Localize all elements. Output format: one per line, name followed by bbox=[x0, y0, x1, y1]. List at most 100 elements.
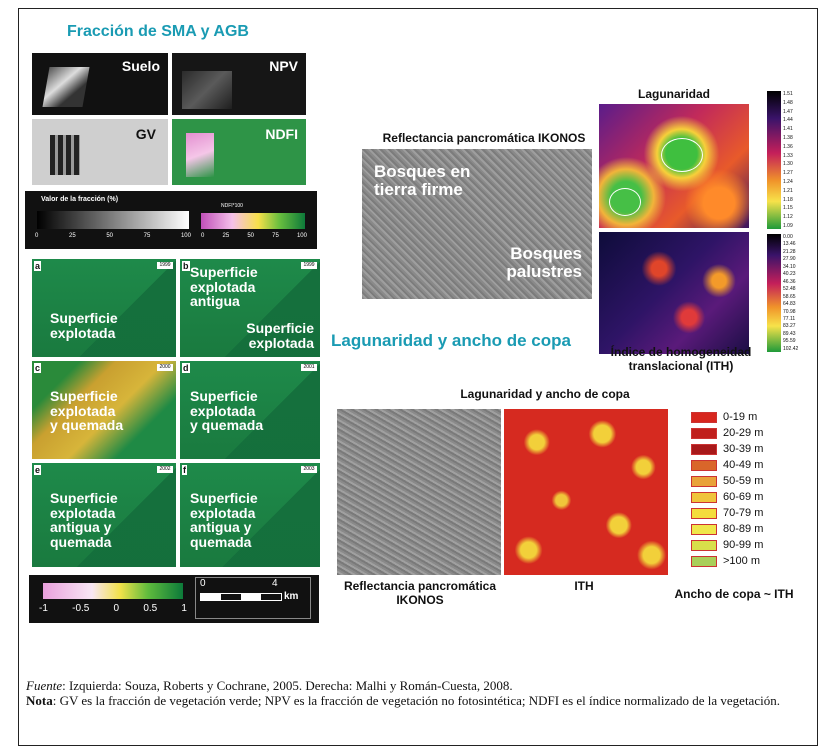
colorbar-tick: 83.27 bbox=[783, 323, 796, 330]
colorbar-tick: 1.47 bbox=[783, 108, 793, 115]
colorbar-tick: 77.11 bbox=[783, 315, 796, 322]
panel-a-label: Superficie explotada bbox=[50, 310, 118, 341]
ith-colorbar-ticks: 0.00 13.46 21.28 27.90 34.10 40.23 46.36 52.48 5… bbox=[783, 234, 813, 352]
panel-e: e 2002 Superficie explotada antigua y quema… bbox=[32, 463, 176, 567]
legend-label: 50-59 m bbox=[723, 475, 764, 487]
ndfi-legend-title: NDFI*100 bbox=[221, 203, 243, 209]
colorbar-tick: 70.98 bbox=[783, 308, 796, 315]
legend-label: 30-39 m bbox=[723, 443, 764, 455]
panel-c: c 2000 Superficie explotada y quemada bbox=[32, 361, 176, 459]
legend-label: 70-79 m bbox=[723, 507, 764, 519]
tile-label-gv: GV bbox=[135, 126, 156, 142]
legend-label: >100 m bbox=[723, 555, 760, 567]
legend-swatch bbox=[691, 443, 717, 455]
nota-line: Nota: GV es la fracción de vegetación ve… bbox=[26, 693, 786, 708]
colorbar-tick: 95.59 bbox=[783, 338, 796, 345]
legend-row: 20-29 m bbox=[691, 425, 801, 441]
legend-label: 0-19 m bbox=[723, 411, 758, 423]
colorbar-tick: 52.48 bbox=[783, 286, 796, 293]
panel-b: b 1999 Superficie explotada antigua Superf… bbox=[180, 259, 320, 357]
colorbar-tick: 40.23 bbox=[783, 271, 796, 278]
panel-letter: a bbox=[34, 261, 42, 271]
km-unit: km bbox=[284, 591, 299, 602]
ith-label-bottom: ITH bbox=[574, 579, 594, 593]
legend-row: 90-99 m bbox=[691, 537, 801, 553]
colorbar-tick: 1.12 bbox=[783, 214, 793, 221]
tile-label-npv: NPV bbox=[269, 58, 298, 74]
panel-d-label: Superficie explotada y quemada bbox=[190, 388, 264, 434]
tile-label-suelo: Suelo bbox=[121, 58, 160, 74]
ndfi-scale-ticks: 0 25 50 75 100 bbox=[201, 233, 307, 239]
legend-row: 40-49 m bbox=[691, 457, 801, 473]
lagunaridad-label: Lagunaridad bbox=[637, 87, 710, 101]
nota-key: Nota bbox=[26, 693, 53, 708]
crown-width-legend: 0-19 m 20-29 m 30-39 m 40-49 m 50-59 m 60-69 … bbox=[691, 409, 801, 569]
legend-swatch bbox=[691, 507, 717, 519]
colorbar-tick: 34.10 bbox=[783, 263, 796, 270]
legend-label: 20-29 m bbox=[723, 427, 764, 439]
colorbar-tick: 1.48 bbox=[783, 99, 793, 106]
left-title: Fracción de SMA y AGB bbox=[67, 23, 249, 40]
colorbar-tick: 1.09 bbox=[783, 222, 793, 229]
panel-f-label: Superficie explotada antigua y quemada bbox=[190, 490, 258, 551]
figure-footer: Fuente: Izquierda: Souza, Roberts y Coch… bbox=[26, 678, 786, 708]
legend-row: 0-19 m bbox=[691, 409, 801, 425]
panel-b-label: Superficie explotada antigua bbox=[190, 264, 258, 310]
section-title-lagunaridad: Lagunaridad y ancho de copa bbox=[331, 331, 571, 350]
highlight-circle bbox=[609, 188, 641, 216]
ikonos-image-top: Bosques en tierra firme Bosques palustres bbox=[362, 149, 592, 299]
legend-swatch bbox=[691, 411, 717, 423]
figure-frame: Fracción de SMA y AGB Suelo NPV GV NDFI … bbox=[18, 8, 818, 746]
colorbar-tick: 89.43 bbox=[783, 330, 796, 337]
ith-image-top bbox=[599, 232, 749, 354]
colorbar-tick: 1.27 bbox=[783, 170, 793, 177]
fraction-legend: Valor de la fracción (%) 0 25 50 75 100 NDFI… bbox=[25, 191, 317, 249]
panel-letter: e bbox=[34, 465, 42, 475]
panel-b-label-2: Superficie explotada bbox=[246, 320, 314, 351]
fuente-key: Fuente bbox=[26, 678, 63, 693]
lagunaridad-colorbar bbox=[767, 91, 781, 229]
colorbar-tick: 1.36 bbox=[783, 143, 793, 150]
panel-a: a 1999 Superficie explotada bbox=[32, 259, 176, 357]
km-tick-0: 0 bbox=[200, 578, 206, 589]
palustres-label: Bosques palustres bbox=[506, 244, 582, 281]
colorbar-tick: 1.33 bbox=[783, 152, 793, 159]
lagunaridad-colorbar-ticks: 1.51 1.48 1.47 1.44 1.41 1.38 1.36 1.33 1.30 1.27… bbox=[783, 91, 813, 229]
legend-label: 90-99 m bbox=[723, 539, 764, 551]
ndfi-scale-bar bbox=[201, 213, 305, 229]
legend-swatch bbox=[691, 475, 717, 487]
fuente-line: Fuente: Izquierda: Souza, Roberts y Coch… bbox=[26, 678, 786, 693]
panel-year: 2002 bbox=[157, 466, 173, 473]
lagunaridad-image bbox=[599, 104, 749, 228]
legend-swatch bbox=[691, 523, 717, 535]
ikonos-label-top: Reflectancia pancromática IKONOS bbox=[382, 131, 586, 145]
nota-text: : GV es la fracción de vegetación verde;… bbox=[52, 693, 780, 708]
legend-swatch bbox=[691, 555, 717, 567]
ith-image-bottom bbox=[504, 409, 668, 575]
tile-npv: NPV bbox=[172, 53, 306, 115]
km-tick-4: 4 bbox=[272, 578, 278, 589]
colorbar-tick: 46.36 bbox=[783, 278, 796, 285]
colorbar-tick: 1.18 bbox=[783, 196, 793, 203]
panel-letter: b bbox=[182, 261, 190, 271]
panel-year: 2003 bbox=[301, 466, 317, 473]
colorbar-tick: 1.30 bbox=[783, 161, 793, 168]
highlight-circle bbox=[661, 138, 703, 172]
panel-f: f 2003 Superficie explotada antigua y quema… bbox=[180, 463, 320, 567]
ikonos-label-bottom: Reflectancia pancromática IKONOS bbox=[343, 579, 497, 607]
tile-suelo: Suelo bbox=[32, 53, 168, 115]
panel-d: d 2001 Superficie explotada y quemada bbox=[180, 361, 320, 459]
panel-year: 2001 bbox=[301, 364, 317, 371]
legend-swatch bbox=[691, 539, 717, 551]
panel-letter: f bbox=[182, 465, 187, 475]
lagunaridad-sub-label: Lagunaridad y ancho de copa bbox=[460, 387, 630, 401]
colorbar-tick: 1.38 bbox=[783, 134, 793, 141]
legend-swatch bbox=[691, 427, 717, 439]
colorbar-tick: 27.90 bbox=[783, 256, 796, 263]
legend-row: 80-89 m bbox=[691, 521, 801, 537]
ith-colorbar bbox=[767, 234, 781, 352]
tile-ndfi: NDFI bbox=[172, 119, 306, 185]
colorbar-tick: 1.44 bbox=[783, 117, 793, 124]
legend-row: 30-39 m bbox=[691, 441, 801, 457]
panel-letter: c bbox=[34, 363, 42, 373]
